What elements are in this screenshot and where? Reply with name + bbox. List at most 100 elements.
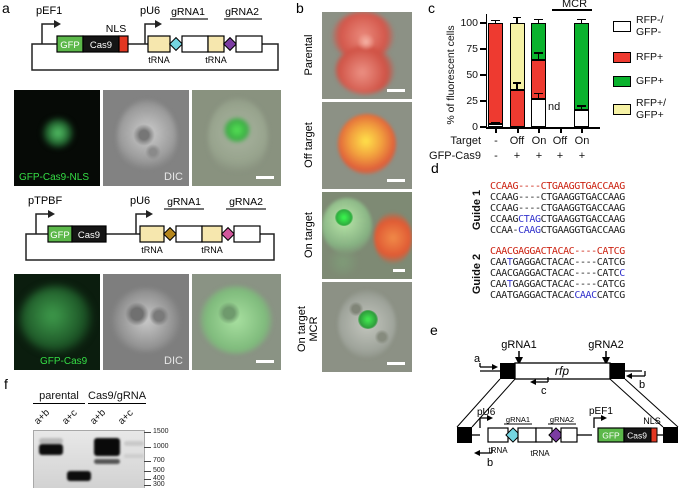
seq-insert: CTAG bbox=[518, 214, 541, 225]
grna1-label: gRNA1 bbox=[171, 6, 205, 18]
seq-part: CAATGAGGACTACAC bbox=[490, 290, 575, 301]
y-tick bbox=[480, 126, 486, 128]
micro-merge-image bbox=[192, 274, 281, 370]
micro-on-target-image bbox=[322, 192, 412, 279]
construct-2-diagram: pTPBF GFP Cas9 pU6 tRNA tRNA gRNA1 gRNA2 bbox=[25, 195, 275, 261]
scale-bar bbox=[387, 362, 405, 365]
x-value: + bbox=[556, 150, 564, 162]
gel-lane-label: a+c bbox=[116, 407, 136, 427]
sequence-line: CAATGAGGACTACAC----CATCG bbox=[490, 257, 625, 268]
guide2-label: Guide 2 bbox=[471, 253, 483, 295]
legend-label: RFP-/ GFP- bbox=[636, 14, 663, 38]
guide1-label: Guide 1 bbox=[471, 189, 483, 231]
ladder-size-label: 500 bbox=[153, 467, 165, 474]
mcr-locus-diagram: gRNA1 gRNA2 rfp a c b pU6 tRNA bbox=[456, 339, 679, 469]
micro-dic-image: DIC bbox=[103, 90, 189, 186]
orange-cell-blob bbox=[338, 114, 396, 174]
spacer-box bbox=[517, 427, 537, 443]
seq-insert: T bbox=[506, 257, 513, 268]
x-value: + bbox=[578, 150, 586, 162]
nucleus-fluorescence-blob bbox=[224, 118, 250, 142]
seq-part: GAGGACTACAC----CATCG bbox=[512, 279, 626, 290]
trna-label: tRNA bbox=[201, 245, 223, 255]
bar-on-target-mcr bbox=[574, 18, 589, 127]
y-tick-label: 100 bbox=[460, 17, 478, 29]
primer-a-label: a bbox=[474, 353, 481, 365]
primer-b2-label: b bbox=[487, 457, 493, 469]
error-bar bbox=[535, 18, 542, 25]
ladder-size-label: 700 bbox=[153, 457, 165, 464]
grna2-small-label: gRNA2 bbox=[550, 415, 574, 424]
grna1-small-label: gRNA1 bbox=[506, 415, 530, 424]
cell-highlight bbox=[356, 34, 376, 50]
trna-label: tRNA bbox=[148, 55, 170, 65]
guide1-diamond bbox=[162, 226, 178, 242]
segment-rfp-pos bbox=[509, 82, 525, 127]
seq-part: GAGGACTACAC----CATCG bbox=[512, 257, 626, 268]
ladder-size-label: 1000 bbox=[153, 443, 169, 450]
seq-part: CAACGAGGACTACAC----CATCG bbox=[490, 246, 625, 257]
cas9-label: Cas9 bbox=[78, 230, 100, 241]
promoter-ptpbf-label: pTPBF bbox=[28, 195, 63, 207]
sequence-line: CAATGAGGACTACACCAACCATCG bbox=[490, 290, 625, 301]
seq-part: CATCG bbox=[596, 290, 626, 301]
gel-band-faint bbox=[124, 454, 144, 458]
legend-label: RFP+ bbox=[636, 51, 664, 63]
x-row-target-label: Target bbox=[450, 135, 481, 147]
trna-label: tRNA bbox=[205, 55, 227, 65]
y-tick bbox=[480, 22, 486, 24]
cut-site-arrowhead bbox=[515, 357, 523, 365]
gel-band-faint bbox=[124, 441, 144, 446]
gfp-label: GFP bbox=[60, 40, 80, 51]
mcr-group-label: MCR bbox=[562, 0, 588, 10]
scale-bar bbox=[393, 269, 405, 272]
spacer-box bbox=[175, 225, 203, 243]
panel-d-label: d bbox=[431, 160, 439, 176]
construct-1-diagram: pEF1 GFP Cas9 NLS pU6 tRNA tRNA gRNA1 gR… bbox=[31, 5, 279, 71]
seq-part: CCAAG----CTGAAGGTGACCAAG bbox=[490, 203, 625, 214]
seq-insert: T bbox=[506, 279, 513, 290]
trna-box bbox=[139, 225, 165, 243]
sequence-line: CAATGAGGACTACAC----CATCG bbox=[490, 279, 625, 290]
error-bar bbox=[535, 92, 542, 100]
legend-label: GFP+ bbox=[636, 75, 664, 87]
promoter-arrow bbox=[144, 23, 155, 44]
seq-part: CCAAG----CTGAAGGTGACCAAG bbox=[490, 192, 625, 203]
sequence-line-reference: CAACGAGGACTACAC----CATCG bbox=[490, 246, 625, 257]
x-tick bbox=[581, 128, 583, 133]
cell-vacuole bbox=[149, 306, 169, 326]
micro-dic-image: DIC bbox=[103, 274, 189, 370]
seq-part: CCAA- bbox=[490, 225, 519, 236]
primer-b2-arrowhead bbox=[474, 450, 480, 456]
promoter-arrow bbox=[593, 417, 601, 428]
promoter-arrowhead bbox=[48, 210, 55, 218]
bar-off-target bbox=[509, 16, 525, 127]
micro-merge-image bbox=[192, 90, 281, 186]
cas9-box bbox=[71, 225, 107, 243]
insertion-fan-line bbox=[456, 378, 501, 428]
mcr-group-line bbox=[552, 9, 592, 11]
ladder-tick bbox=[144, 461, 151, 463]
homology-arm-box bbox=[500, 363, 515, 379]
seq-part: CAA bbox=[490, 279, 507, 290]
cell-vacuole bbox=[133, 124, 155, 146]
primer-b-label: b bbox=[639, 379, 645, 391]
promoter-pef1-label: pEF1 bbox=[36, 5, 62, 17]
segment-rfp-pos bbox=[488, 19, 503, 125]
guide2-diamond bbox=[548, 427, 564, 443]
nls-box bbox=[650, 427, 658, 443]
cell-vacuole bbox=[125, 302, 149, 326]
red-cell-blob bbox=[336, 46, 394, 94]
promoter-arrowhead bbox=[146, 210, 153, 218]
x-tick bbox=[495, 128, 497, 133]
panel-b-label: b bbox=[296, 0, 304, 16]
y-tick-label: 0 bbox=[472, 121, 478, 133]
gel-group-cas9-grna: Cas9/gRNA bbox=[88, 390, 147, 404]
panel-c-label: c bbox=[428, 0, 435, 16]
insertion-fan-line bbox=[624, 378, 679, 428]
grna2-label: gRNA2 bbox=[225, 6, 259, 18]
micro-label: GFP-Cas9-NLS bbox=[19, 172, 90, 183]
grna1-label: gRNA1 bbox=[167, 196, 201, 208]
homology-arm-box bbox=[663, 427, 678, 443]
seq-part: CTGAAGGTGACCAAG bbox=[540, 214, 626, 225]
